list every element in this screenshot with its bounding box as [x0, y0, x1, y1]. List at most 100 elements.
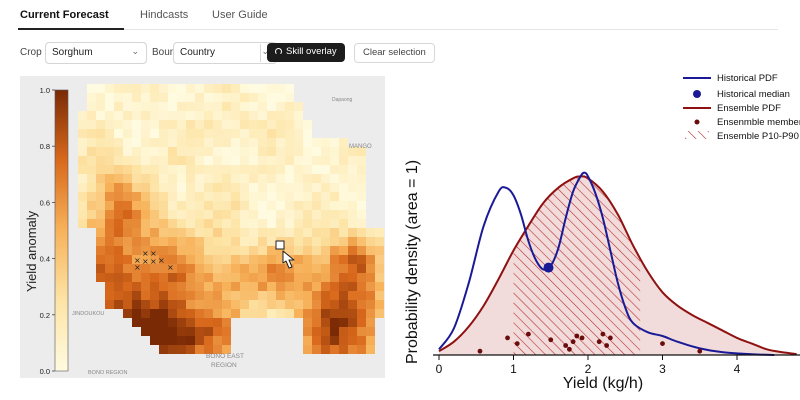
map-cell[interactable]	[213, 120, 222, 129]
map-cell[interactable]	[168, 120, 177, 129]
map-cell[interactable]	[150, 228, 159, 237]
map-cell[interactable]	[105, 84, 114, 93]
map-cell[interactable]	[240, 138, 249, 147]
map-cell[interactable]	[339, 219, 348, 228]
map-cell[interactable]	[141, 237, 150, 246]
map-cell[interactable]	[240, 129, 249, 138]
map-cell[interactable]	[294, 120, 303, 129]
map-cell[interactable]	[213, 282, 222, 291]
map-cell[interactable]	[222, 273, 231, 282]
map-cell[interactable]	[96, 210, 105, 219]
map-cell[interactable]	[195, 255, 204, 264]
map-cell[interactable]	[258, 84, 267, 93]
map-cell[interactable]	[159, 174, 168, 183]
map-cell[interactable]	[114, 174, 123, 183]
map-cell[interactable]	[195, 156, 204, 165]
map-cell[interactable]	[285, 174, 294, 183]
map-cell[interactable]	[159, 129, 168, 138]
map-cell[interactable]	[222, 255, 231, 264]
map-cell[interactable]	[168, 129, 177, 138]
map-cell[interactable]	[159, 300, 168, 309]
map-cell[interactable]	[267, 291, 276, 300]
map-cell[interactable]	[177, 246, 186, 255]
map-cell[interactable]	[222, 336, 231, 345]
map-cell[interactable]	[150, 111, 159, 120]
map-cell[interactable]	[330, 336, 339, 345]
map-cell[interactable]	[114, 93, 123, 102]
map-cell[interactable]	[213, 300, 222, 309]
map-cell[interactable]	[276, 111, 285, 120]
map-cell[interactable]	[357, 309, 366, 318]
map-cell[interactable]	[357, 282, 366, 291]
map-cell[interactable]	[105, 282, 114, 291]
map-cell[interactable]	[249, 210, 258, 219]
map-cell[interactable]	[249, 291, 258, 300]
map-cell[interactable]	[141, 102, 150, 111]
map-cell[interactable]	[267, 309, 276, 318]
map-cell[interactable]	[114, 300, 123, 309]
map-cell[interactable]	[267, 84, 276, 93]
map-cell[interactable]	[249, 201, 258, 210]
map-cell[interactable]	[114, 219, 123, 228]
map-cell[interactable]	[204, 282, 213, 291]
map-cell[interactable]	[141, 165, 150, 174]
map-cell[interactable]	[375, 282, 384, 291]
map-cell[interactable]	[321, 264, 330, 273]
map-cell[interactable]	[195, 246, 204, 255]
map-cell[interactable]	[150, 219, 159, 228]
map-cell[interactable]	[249, 147, 258, 156]
map-cell[interactable]	[213, 192, 222, 201]
map-cell[interactable]	[105, 120, 114, 129]
map-cell[interactable]	[168, 210, 177, 219]
map-cell[interactable]	[294, 165, 303, 174]
map-cell[interactable]	[294, 282, 303, 291]
map-cell[interactable]	[150, 102, 159, 111]
map-cell[interactable]	[240, 147, 249, 156]
map-cell[interactable]	[285, 201, 294, 210]
map-cell[interactable]	[276, 156, 285, 165]
map-cell[interactable]	[231, 120, 240, 129]
map-cell[interactable]	[195, 336, 204, 345]
map-cell[interactable]	[114, 282, 123, 291]
map-cell[interactable]	[294, 129, 303, 138]
map-cell[interactable]	[213, 318, 222, 327]
map-cell[interactable]	[159, 282, 168, 291]
map-cell[interactable]	[159, 84, 168, 93]
map-cell[interactable]	[258, 174, 267, 183]
map-cell[interactable]	[213, 219, 222, 228]
map-cell[interactable]	[222, 309, 231, 318]
map-cell[interactable]	[303, 345, 312, 354]
map-cell[interactable]	[321, 309, 330, 318]
map-cell[interactable]	[348, 327, 357, 336]
map-cell[interactable]	[258, 264, 267, 273]
map-cell[interactable]	[366, 255, 375, 264]
map-cell[interactable]	[141, 192, 150, 201]
map-cell[interactable]	[132, 210, 141, 219]
map-cell[interactable]	[330, 273, 339, 282]
map-cell[interactable]	[249, 264, 258, 273]
map-cell[interactable]	[366, 246, 375, 255]
map-cell[interactable]	[294, 210, 303, 219]
map-cell[interactable]	[105, 102, 114, 111]
map-cell[interactable]	[186, 345, 195, 354]
map-cell[interactable]	[294, 228, 303, 237]
map-cell[interactable]	[123, 201, 132, 210]
map-canvas[interactable]: ××××× ×× × 1.00.80.60.40.20.0 Yield anomal…	[20, 76, 385, 378]
map-cell[interactable]	[339, 300, 348, 309]
map-cell[interactable]	[231, 111, 240, 120]
map-cell[interactable]	[276, 147, 285, 156]
map-cell[interactable]	[285, 264, 294, 273]
map-cell[interactable]	[186, 138, 195, 147]
map-cell[interactable]	[330, 309, 339, 318]
map-cell[interactable]	[357, 255, 366, 264]
map-cell[interactable]	[249, 192, 258, 201]
map-cell[interactable]	[357, 336, 366, 345]
map-cell[interactable]	[123, 102, 132, 111]
map-cell[interactable]	[186, 219, 195, 228]
map-cell[interactable]	[150, 255, 159, 264]
map-cell[interactable]	[96, 255, 105, 264]
map-cell[interactable]	[105, 174, 114, 183]
map-cell[interactable]	[249, 129, 258, 138]
map-cell[interactable]	[168, 165, 177, 174]
map-cell[interactable]	[294, 201, 303, 210]
